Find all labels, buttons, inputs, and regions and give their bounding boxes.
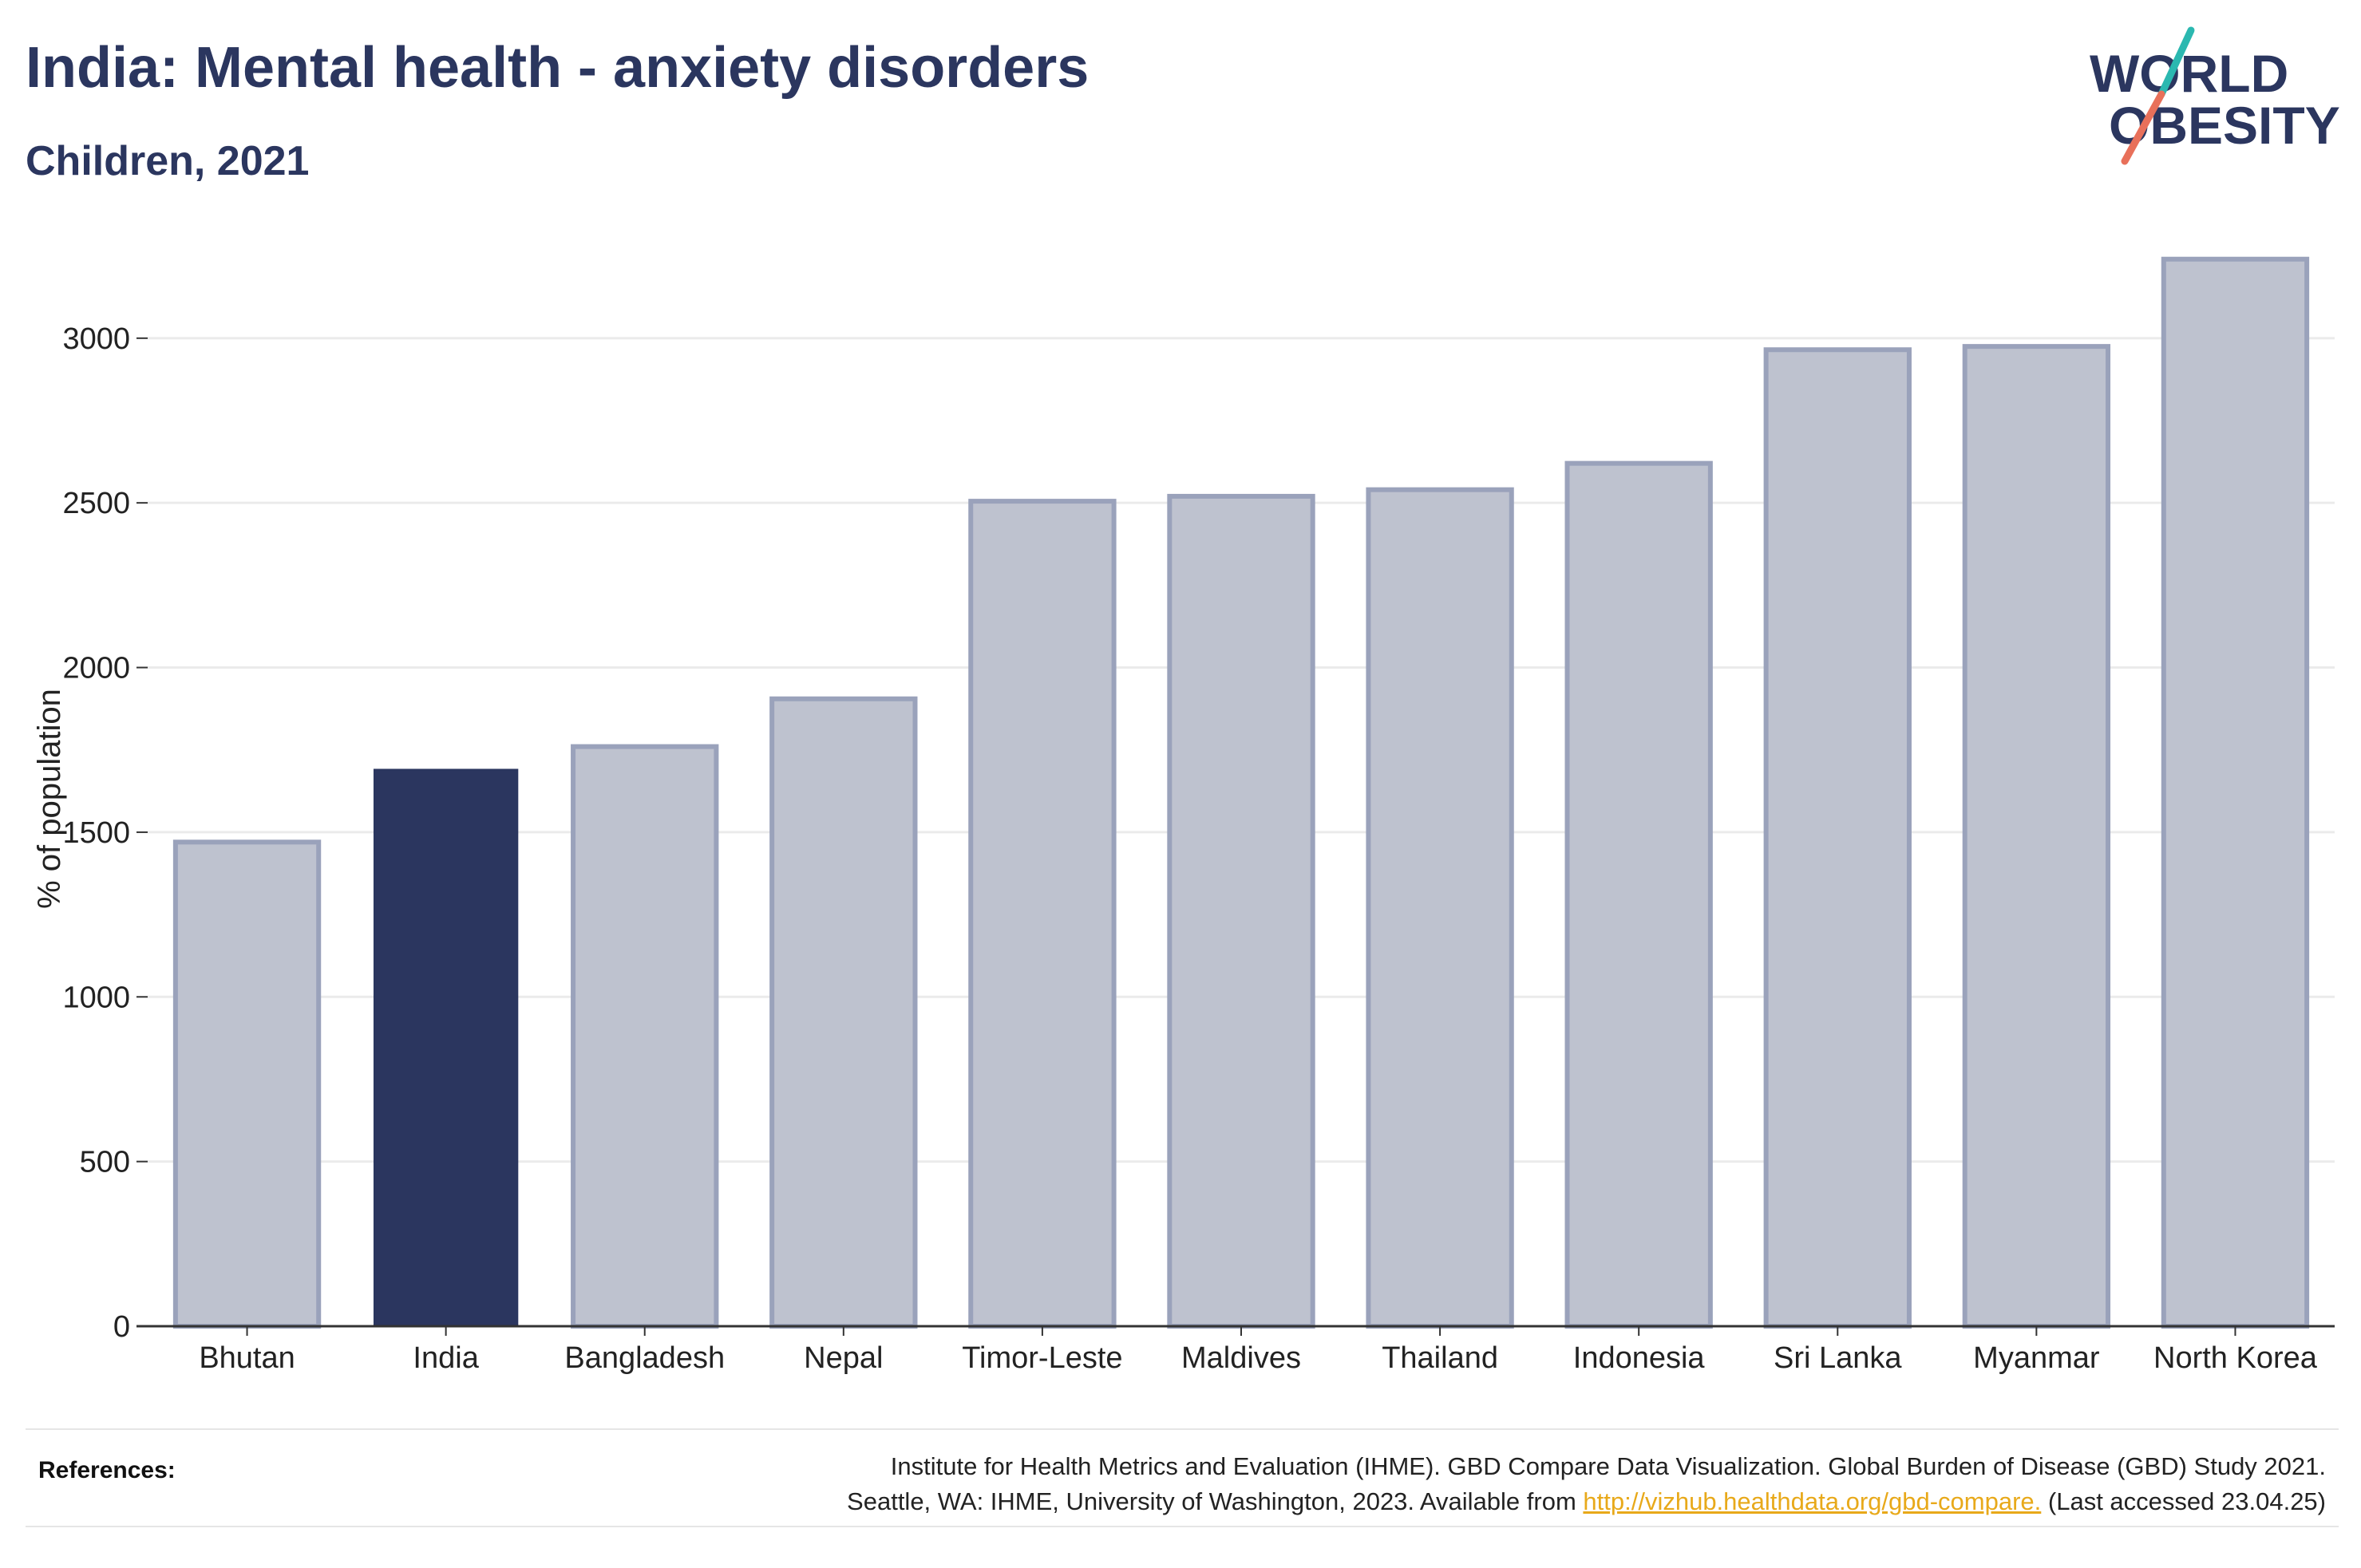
y-tick-label: 0: [113, 1310, 130, 1344]
bar-indonesia: [1564, 460, 1713, 1329]
bar-nepal: [769, 696, 918, 1329]
references-line1: Institute for Health Metrics and Evaluat…: [890, 1452, 2326, 1480]
axes: 0 500 1000 1500 2000 2500 3000 Bhutan India Bangl…: [62, 322, 2335, 1375]
bar-sri-lanka: [1763, 347, 1912, 1329]
logo-slash-top: [2157, 26, 2195, 98]
x-tick-label: India: [413, 1341, 479, 1375]
x-tick-label: Indonesia: [1573, 1341, 1706, 1375]
y-tick-label: 2000: [62, 652, 130, 685]
world-obesity-logo: WORLD OBESITY: [2090, 26, 2340, 165]
bar-thailand: [1366, 487, 1514, 1329]
x-tick-label: Myanmar: [1973, 1341, 2100, 1375]
x-tick-label: Nepal: [804, 1341, 883, 1375]
x-tick-label: Sri Lanka: [1774, 1341, 1902, 1375]
bars: [172, 256, 2310, 1329]
bar-timor-leste: [968, 499, 1117, 1329]
x-tick-label: Thailand: [1382, 1341, 1498, 1375]
logo-text-world: WORLD: [2090, 44, 2288, 103]
y-tick-label: 500: [80, 1146, 130, 1179]
bar-bhutan: [172, 839, 322, 1329]
bar-bangladesh: [571, 744, 719, 1329]
x-tick-label: North Korea: [2153, 1341, 2318, 1375]
references-label: References:: [38, 1457, 176, 1483]
x-tick-label: Timor-Leste: [962, 1341, 1122, 1375]
references-link[interactable]: http://vizhub.healthdata.org/gbd-compare…: [1583, 1487, 2042, 1515]
references-section: References: Institute for Health Metrics…: [26, 1428, 2339, 1527]
y-tick-label: 1500: [62, 816, 130, 850]
references-line2-prefix: Seattle, WA: IHME, University of Washing…: [847, 1487, 1584, 1515]
y-axis-title: % of population: [32, 689, 67, 909]
x-tick-label: Bhutan: [199, 1341, 295, 1375]
bar-chart: 0 500 1000 1500 2000 2500 3000 Bhutan India Bangl…: [32, 256, 2335, 1375]
logo-slash-bottom: [2121, 90, 2165, 165]
bar-north-korea: [2161, 256, 2310, 1329]
bar-maldives: [1167, 493, 1315, 1329]
y-tick-label: 3000: [62, 322, 130, 356]
bar-india: [373, 768, 519, 1327]
x-tick-label: Bangladesh: [564, 1341, 725, 1375]
bar-myanmar: [1962, 344, 2111, 1329]
references-line2-suffix: (Last accessed 23.04.25): [2041, 1487, 2326, 1515]
y-tick-label: 1000: [62, 981, 130, 1014]
x-tick-label: Maldives: [1181, 1341, 1301, 1375]
references-text: Institute for Health Metrics and Evaluat…: [410, 1449, 2326, 1519]
y-tick-label: 2500: [62, 487, 130, 520]
chart-subtitle: Children, 2021: [26, 138, 310, 184]
chart-title: India: Mental health - anxiety disorders: [26, 36, 1090, 100]
